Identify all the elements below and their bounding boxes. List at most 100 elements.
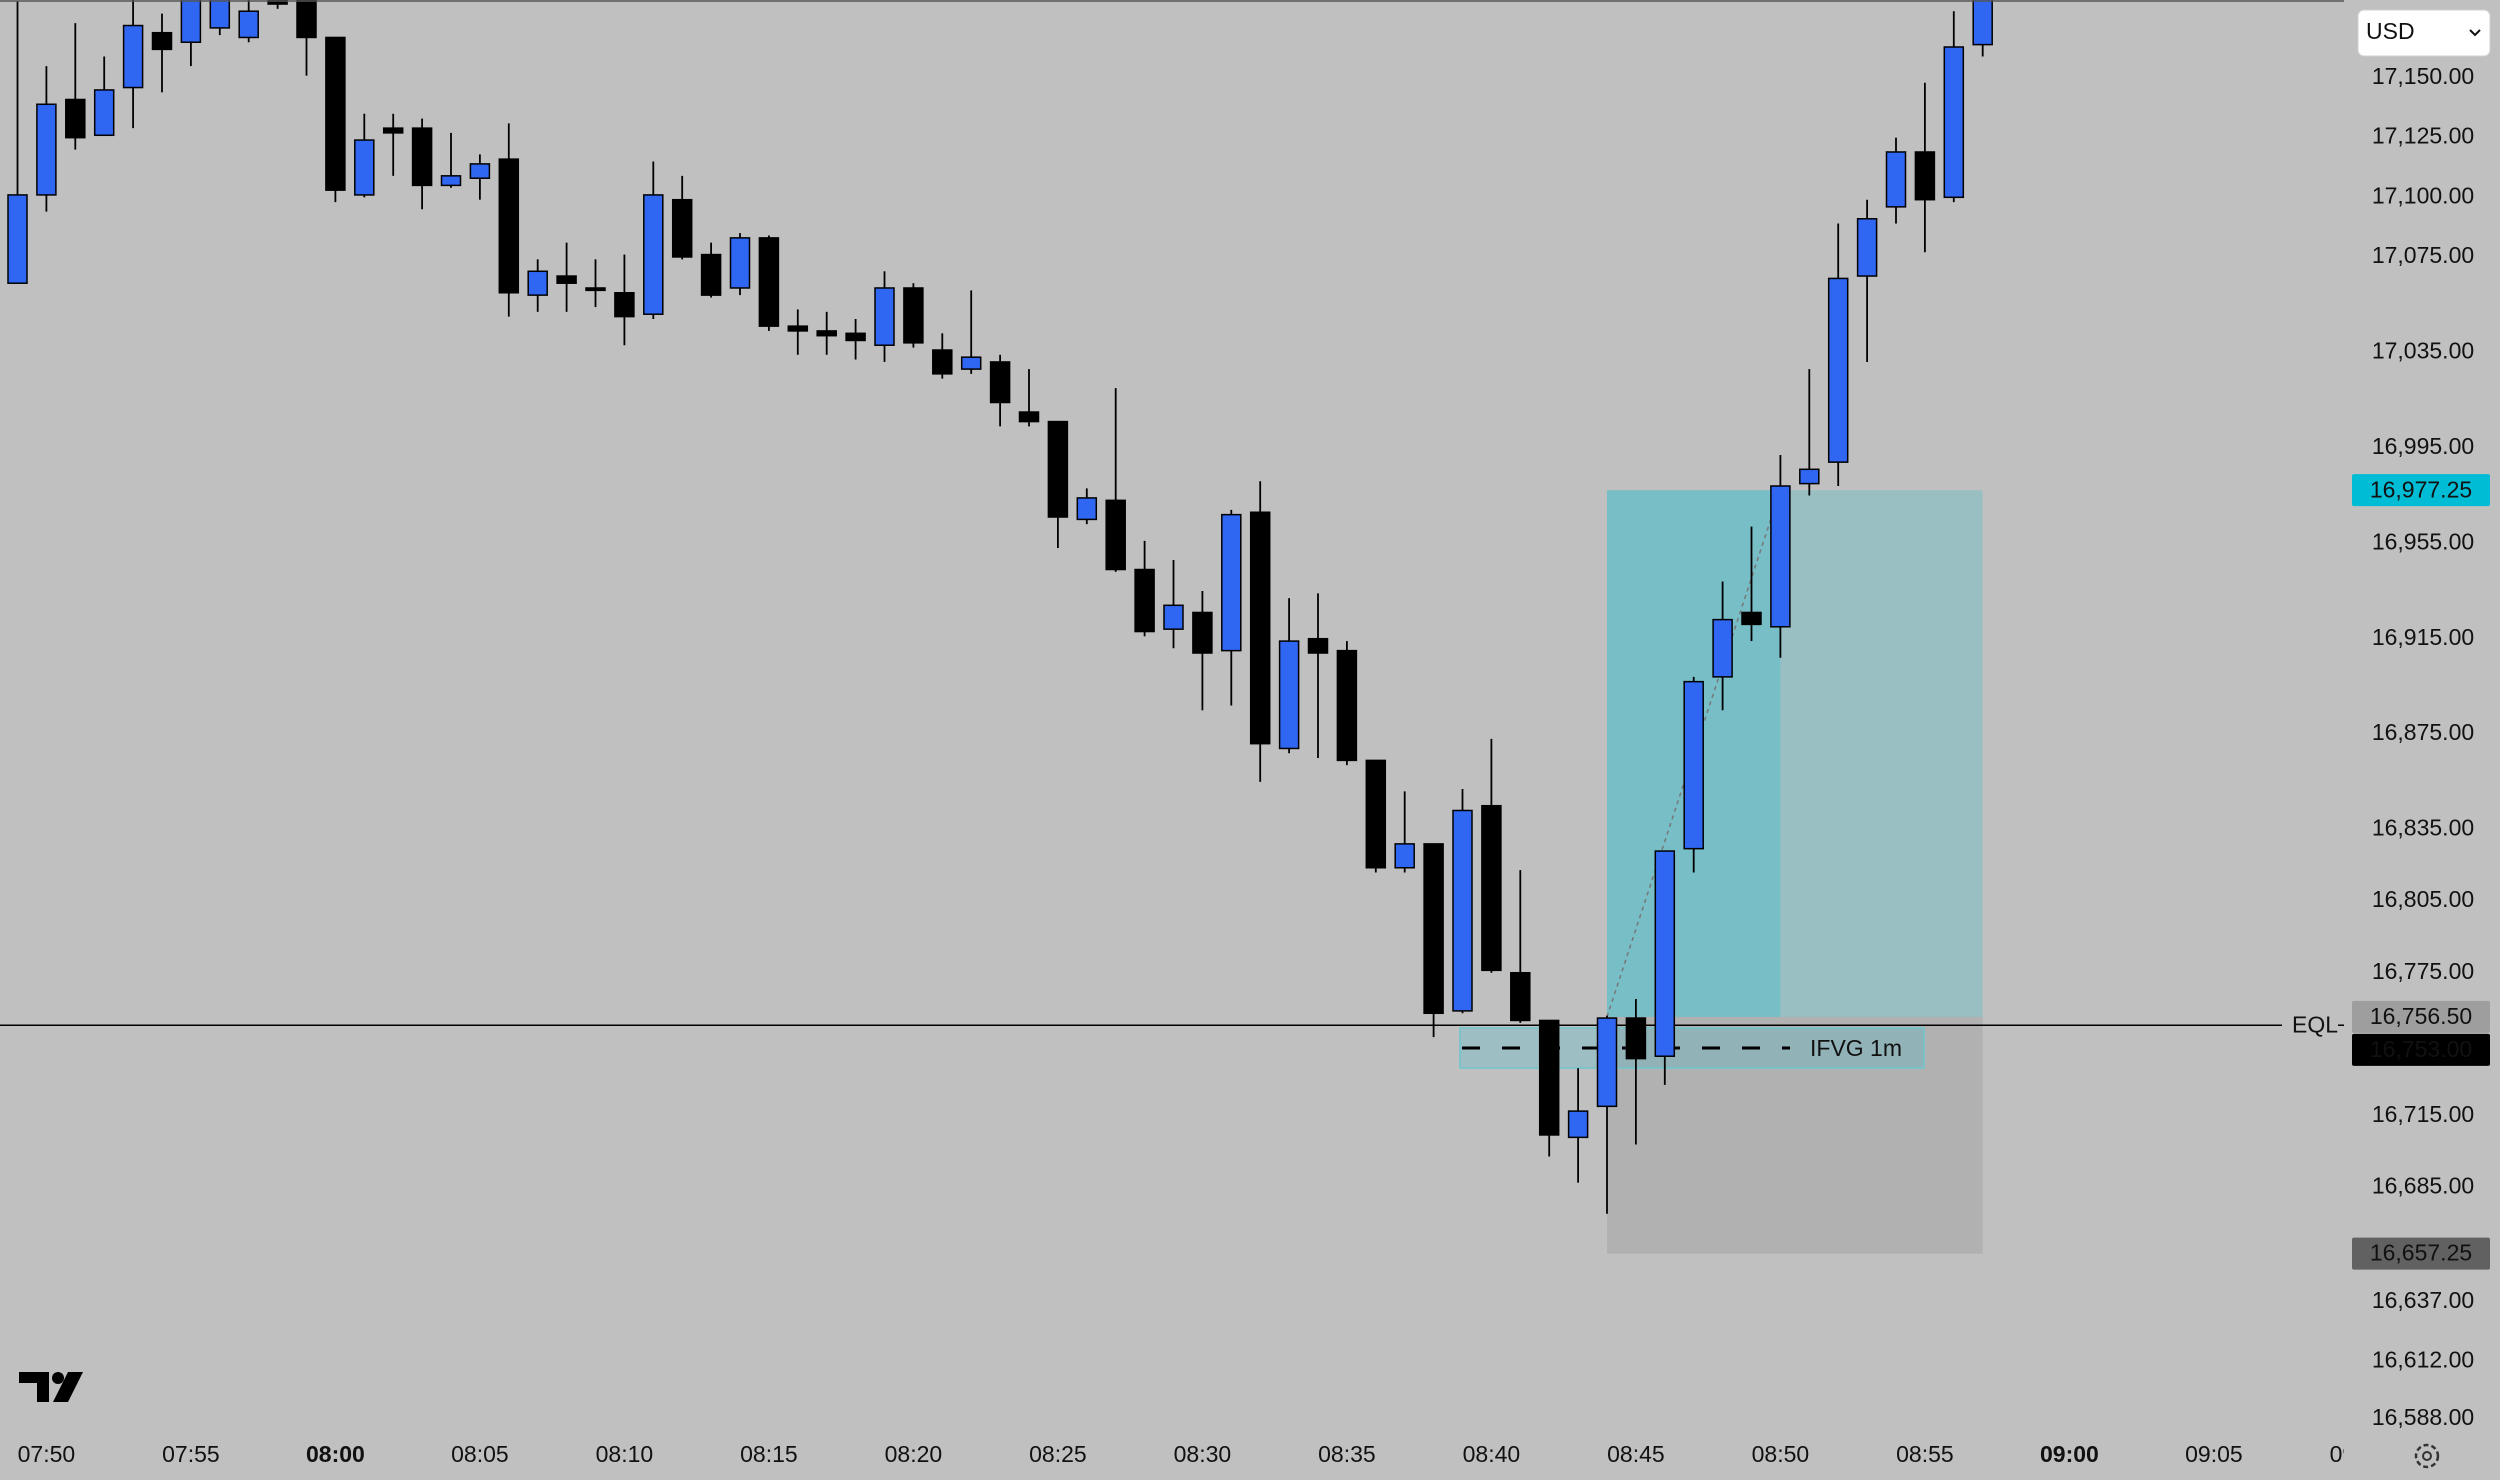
candle-body [267, 0, 288, 5]
price-label-box [2352, 1033, 2490, 1066]
candle-body [1423, 843, 1444, 1015]
price-label: 16,756.50 [2370, 1003, 2472, 1029]
x-tick-label: 08:30 [1174, 1441, 1232, 1467]
ifvg-zone [1459, 1027, 1925, 1069]
price-axis-panel [2344, 0, 2500, 1480]
plot-area: IFVG 1m [0, 0, 2282, 1254]
candle-body [1885, 151, 1907, 208]
candle-body [643, 194, 664, 315]
candle-body [1047, 420, 1069, 518]
candle-body [585, 287, 606, 292]
y-tick-label: 16,995.00 [2372, 433, 2474, 459]
candle-body [1307, 637, 1329, 654]
candle-body [527, 270, 548, 296]
y-tick-label: 16,685.00 [2372, 1173, 2474, 1199]
x-tick-label: 09:00 [2040, 1441, 2099, 1467]
x-tick-label: 08:10 [596, 1441, 654, 1467]
candle-body [1538, 1019, 1560, 1136]
candle-body [1452, 809, 1473, 1012]
candle-body [989, 361, 1011, 404]
candle-body [758, 237, 780, 327]
y-tick-label: 17,150.00 [2372, 63, 2474, 89]
logo-slash [53, 1372, 83, 1402]
candle-body [7, 194, 28, 284]
candle-body [411, 127, 433, 187]
candle-body [1741, 611, 1762, 626]
x-tick-label: 08:35 [1318, 1441, 1376, 1467]
candle-body [960, 356, 982, 370]
eql-label: EQL [2292, 1011, 2338, 1037]
candle-body [1076, 497, 1098, 521]
candle-body [1278, 640, 1300, 750]
candle-body [498, 158, 520, 294]
candle-body [180, 0, 202, 43]
x-tick-label: 08:55 [1896, 1441, 1954, 1467]
candle-body [1134, 568, 1155, 633]
y-tick-label: 17,035.00 [2372, 337, 2474, 363]
settings-icon[interactable] [2414, 1443, 2440, 1469]
candle-body [325, 36, 346, 191]
y-tick-label: 16,875.00 [2372, 719, 2474, 745]
y-tick-label: 16,715.00 [2372, 1101, 2474, 1127]
candle-body [296, 0, 317, 39]
candle-body [1249, 511, 1271, 745]
price-label-box [2352, 1000, 2490, 1033]
y-tick-label: 17,100.00 [2372, 182, 2474, 208]
x-tick-label: 09:05 [2185, 1441, 2243, 1467]
price-label-box [2352, 474, 2490, 507]
candle-body [1625, 1017, 1647, 1060]
candle-body [1481, 804, 1502, 972]
candle-body [209, 0, 231, 29]
currency-box[interactable] [2357, 9, 2491, 57]
candle-body [382, 127, 404, 134]
candle-body [1163, 604, 1184, 630]
gear-outer [2414, 1443, 2440, 1469]
price-label: 16,977.25 [2370, 476, 2472, 502]
logo-t [19, 1372, 49, 1402]
candle-body [1827, 277, 1849, 463]
candle-body [1943, 46, 1965, 199]
y-tick-label: 16,955.00 [2372, 528, 2474, 554]
currency-selector[interactable]: USD [2357, 9, 2491, 57]
gear-inner [2422, 1451, 2432, 1461]
y-tick-label: 16,775.00 [2372, 958, 2474, 984]
candle-body [1510, 971, 1531, 1022]
y-tick-label: 17,075.00 [2372, 242, 2474, 268]
candle-body [122, 24, 144, 89]
x-tick-label: 08:00 [306, 1441, 365, 1467]
candle-body [1394, 843, 1415, 869]
candle-body [1712, 618, 1733, 678]
axes: 17,150.00 17,125.00 17,100.00 17,075.00 17,0… [2352, 63, 2490, 1430]
candle-body [1596, 1017, 1618, 1108]
candle-body [1567, 1110, 1589, 1139]
candle-body [1018, 411, 1040, 423]
candle-body [1336, 649, 1358, 762]
x-tick-label: 07:55 [162, 1441, 220, 1467]
candle-body [1799, 468, 1820, 485]
candle-body [845, 332, 866, 342]
candle-body [238, 10, 259, 39]
candle-body [65, 98, 86, 139]
candle-body [354, 139, 375, 196]
candle-body [874, 287, 895, 346]
x-tick-label: 08:15 [740, 1441, 798, 1467]
candle-body [36, 103, 57, 196]
tradingview-logo[interactable] [19, 1372, 83, 1402]
candle-body [729, 237, 751, 289]
x-tick-label: 08:40 [1463, 1441, 1521, 1467]
currency-text[interactable]: USD [2366, 18, 2415, 44]
candle-body [1856, 218, 1878, 277]
x-tick-label: 07:50 [18, 1441, 76, 1467]
candle-body [1221, 513, 1242, 652]
candle-body [1192, 611, 1213, 654]
candle-body [1365, 759, 1387, 869]
x-tick-label: 08:50 [1752, 1441, 1810, 1467]
candle-body [903, 287, 924, 344]
candle-body [932, 349, 953, 375]
candle-body [816, 330, 837, 337]
y-tick-label: 16,805.00 [2372, 886, 2474, 912]
y-tick-label: 16,637.00 [2372, 1287, 2474, 1313]
candle-body [93, 89, 115, 137]
candle-body [1105, 499, 1126, 571]
